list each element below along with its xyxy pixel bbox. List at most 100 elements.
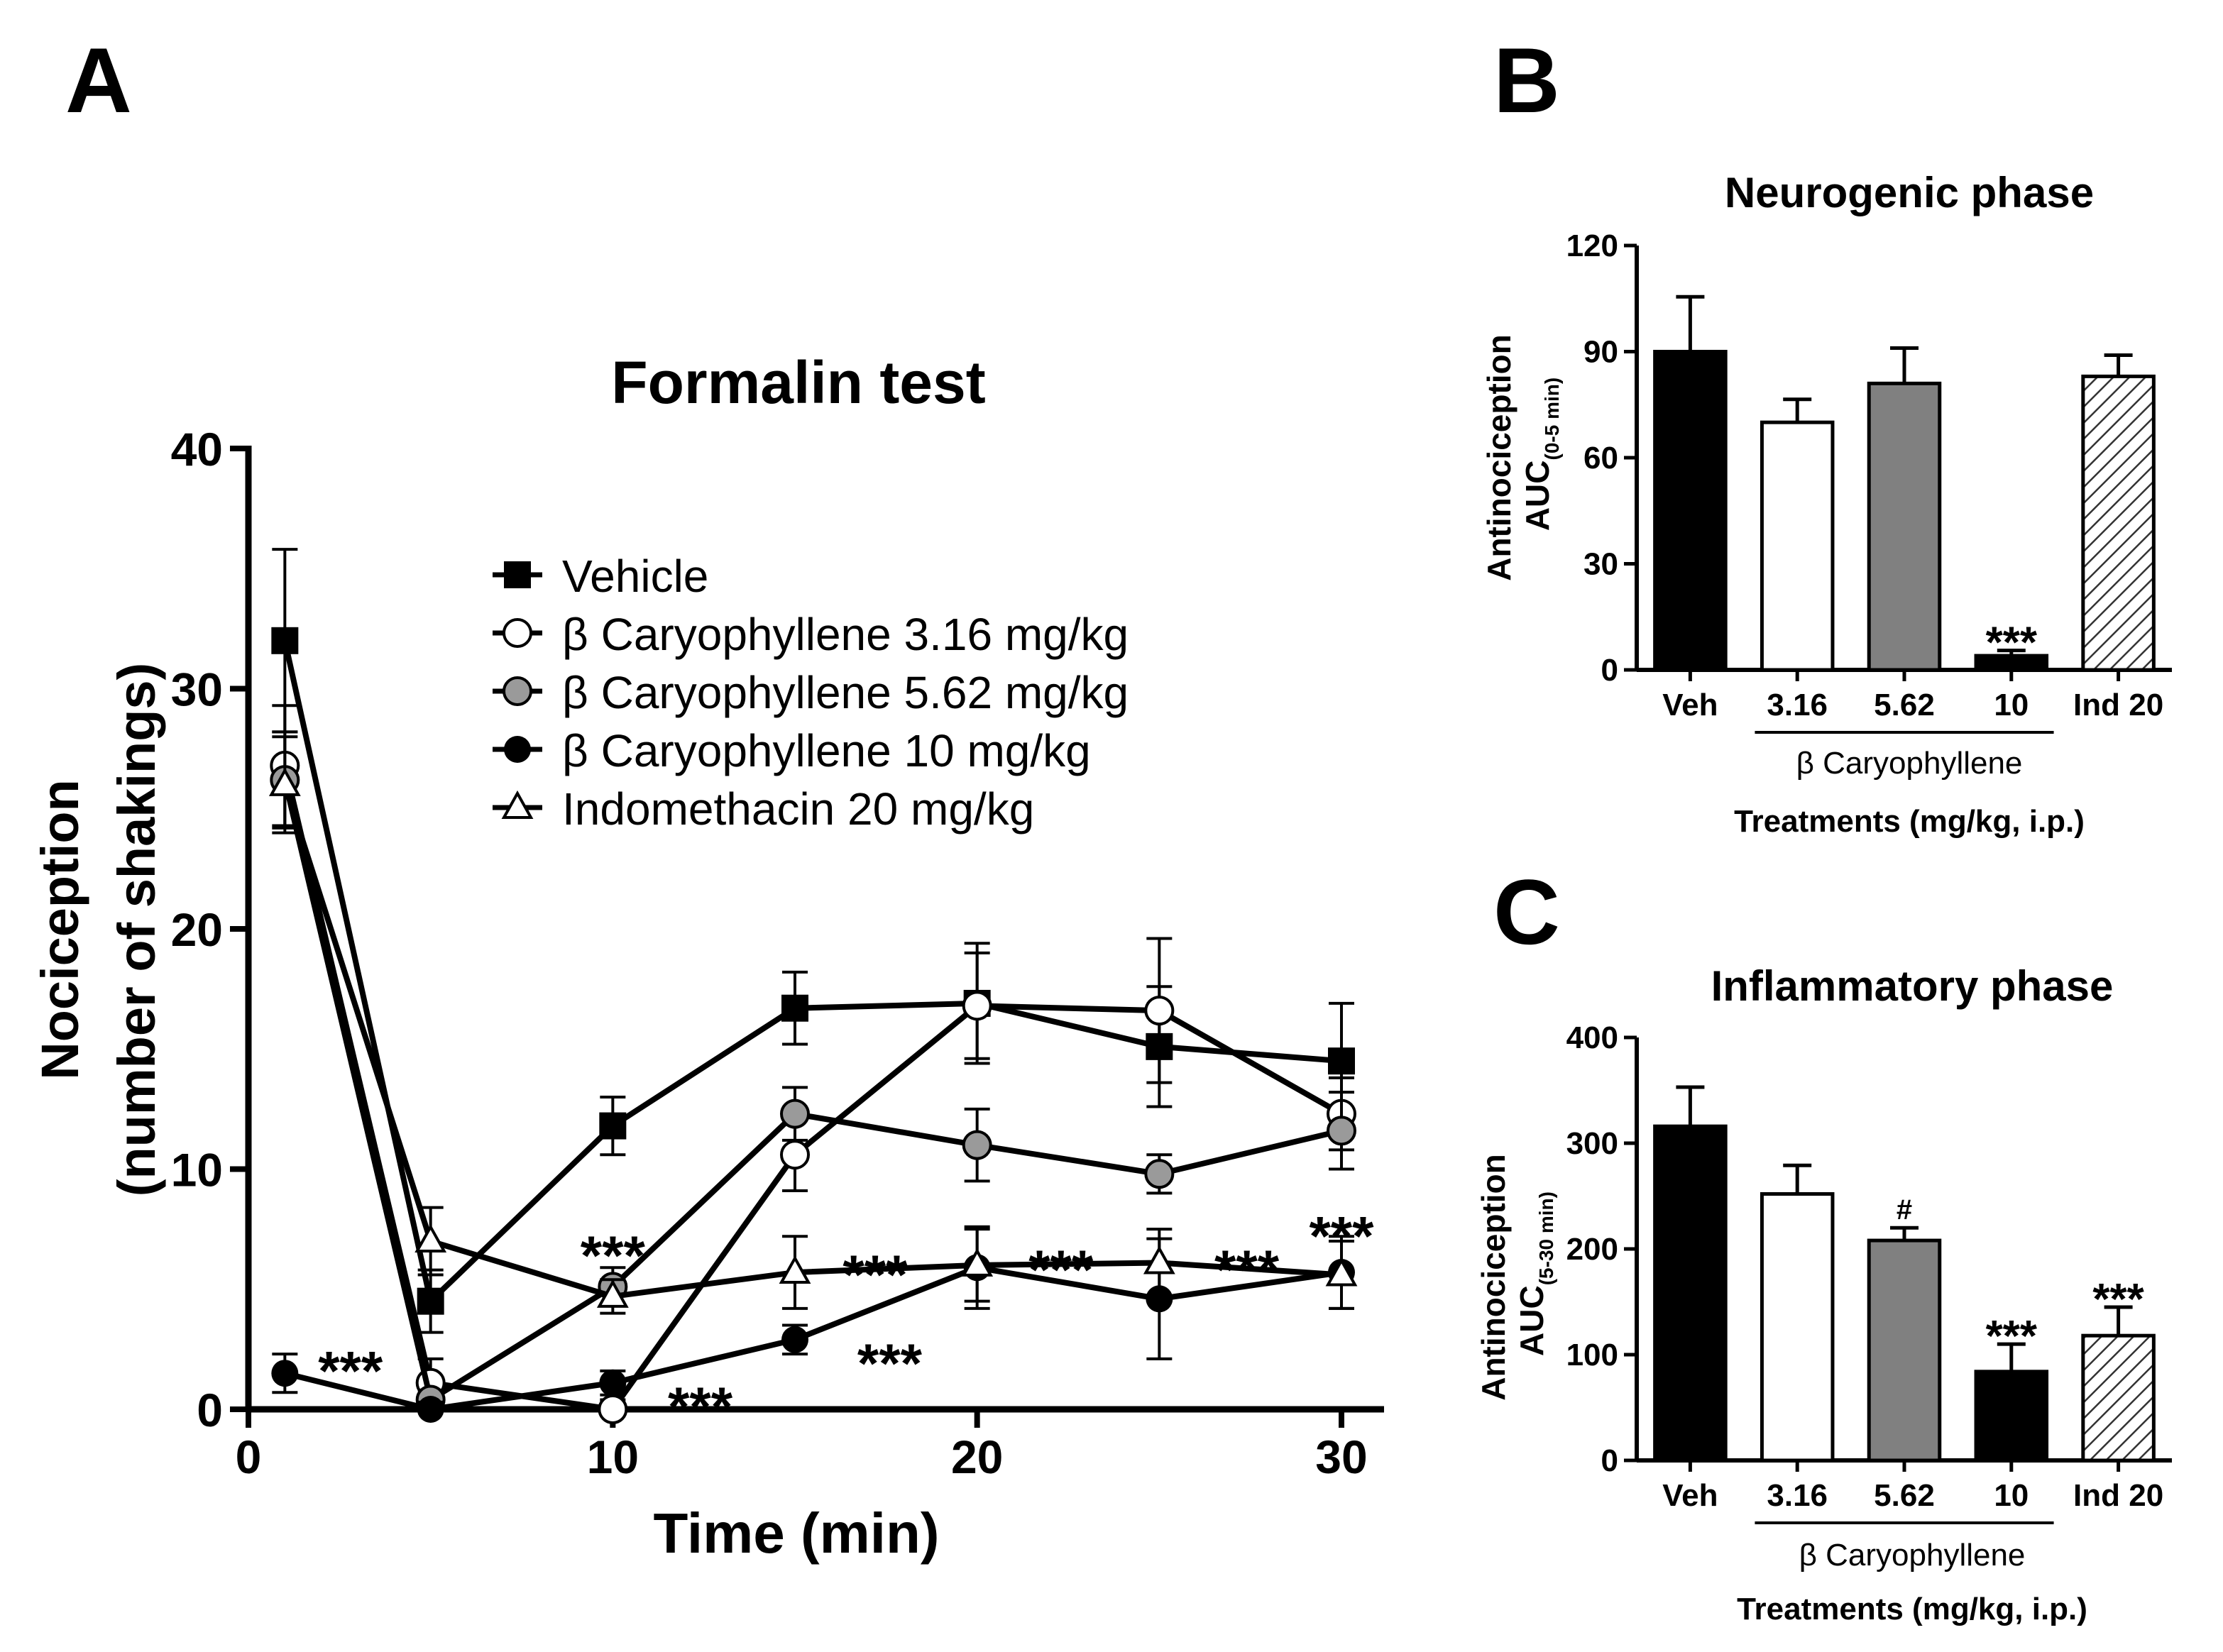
chart-a-legend-label: Indomethacin 20 mg/kg xyxy=(562,783,1034,835)
chart-c-group-label: β Caryophyllene xyxy=(1799,1538,2026,1573)
chart-a-significance: *** xyxy=(857,1332,923,1394)
chart-a-legend-marker xyxy=(501,790,534,819)
chart-b-x-tick-label: 10 xyxy=(1994,688,2029,722)
chart-c-bar xyxy=(1867,1238,1942,1463)
chart-a-point xyxy=(781,994,808,1022)
chart-a-y-tick-label: 40 xyxy=(171,423,223,475)
chart-b-bar xyxy=(1867,381,1942,672)
chart-a-x-tick-label: 10 xyxy=(587,1431,639,1483)
chart-a-legend-marker xyxy=(503,618,532,648)
chart-c-y-tick-label: 100 xyxy=(1566,1338,1618,1372)
chart-c-y-tick-label: 300 xyxy=(1566,1126,1618,1161)
chart-a-point xyxy=(598,1394,628,1424)
chart-c-significance: # xyxy=(1897,1194,1912,1226)
chart-a-y-tick-label: 0 xyxy=(197,1384,223,1436)
chart-a-title: Formalin test xyxy=(611,349,985,416)
chart-a-point xyxy=(415,1223,447,1253)
panel-label-b: B xyxy=(1493,28,1560,132)
chart-a-point xyxy=(1144,996,1175,1026)
chart-c-bar xyxy=(1974,1370,2049,1463)
chart-a-point xyxy=(961,1248,994,1277)
chart-a-point xyxy=(417,1396,444,1423)
chart-a-point xyxy=(780,1140,810,1170)
chart-a-legend-label: β Caryophyllene 5.62 mg/kg xyxy=(562,667,1129,718)
bar-chart-inflammatory: Inflammatory phase Antinociception AUC(5… xyxy=(1475,962,2172,1626)
chart-b-y-tick-label: 60 xyxy=(1583,441,1618,475)
chart-b-x-tick-label: Veh xyxy=(1662,688,1718,722)
chart-a-point xyxy=(268,767,301,796)
chart-a-significance: *** xyxy=(581,1224,646,1287)
chart-a-legend: Vehicle β Caryophyllene 3.16 mg/kg β Caryo… xyxy=(493,551,1129,835)
chart-a-legend-label: β Caryophyllene 3.16 mg/kg xyxy=(562,609,1129,660)
chart-a-point xyxy=(1325,1257,1358,1287)
chart-b-group-label: β Caryophyllene xyxy=(1796,746,2023,781)
chart-a-ylabel-1: Nociception xyxy=(31,779,89,1079)
chart-a-x-tick-label: 0 xyxy=(236,1431,262,1483)
chart-b-x-tick-label: Ind 20 xyxy=(2073,688,2163,722)
chart-c-significance: *** xyxy=(2092,1275,2144,1324)
panel-label-a: A xyxy=(65,28,132,132)
chart-b-x-tick-label: 3.16 xyxy=(1767,688,1828,722)
chart-c-x-tick-label: 3.16 xyxy=(1767,1478,1828,1513)
chart-a-point xyxy=(1146,1285,1173,1313)
chart-a-point xyxy=(780,1098,810,1129)
panel-label-c: C xyxy=(1493,860,1560,964)
chart-a-point xyxy=(599,1369,627,1397)
chart-b-x-tick-label: 5.62 xyxy=(1874,688,1935,722)
chart-c-y-tick-label: 200 xyxy=(1566,1232,1618,1267)
chart-a-point xyxy=(1144,1159,1175,1189)
chart-a-significance: *** xyxy=(318,1339,383,1402)
chart-b-ylabel: Antinociception xyxy=(1481,334,1517,581)
chart-b-xlabel: Treatments (mg/kg, i.p.) xyxy=(1734,804,2085,839)
chart-a-series-line xyxy=(282,783,1342,1299)
chart-a-significance: *** xyxy=(1309,1205,1374,1267)
chart-b-ylabel-2: AUC(0-5 min) xyxy=(1519,378,1563,531)
chart-b-title: Neurogenic phase xyxy=(1725,169,2094,216)
chart-b-bar xyxy=(1653,350,1728,672)
chart-a-legend-label: β Caryophyllene 10 mg/kg xyxy=(562,725,1091,776)
chart-a-legend-marker xyxy=(504,736,531,763)
chart-c-bar xyxy=(1760,1192,1835,1463)
chart-c-ylabel-2: AUC(5-30 min) xyxy=(1513,1191,1557,1356)
chart-c-x-tick-label: Ind 20 xyxy=(2073,1478,2163,1513)
chart-a-legend-label: Vehicle xyxy=(562,551,708,602)
chart-a-x-tick-label: 20 xyxy=(951,1431,1003,1483)
chart-c-x-tick-label: Veh xyxy=(1662,1478,1718,1513)
chart-a-point xyxy=(596,1279,629,1308)
chart-c-title: Inflammatory phase xyxy=(1711,962,2114,1010)
chart-a-point xyxy=(962,991,992,1021)
chart-c-xlabel: Treatments (mg/kg, i.p.) xyxy=(1737,1592,2087,1626)
chart-b-y-tick-label: 120 xyxy=(1566,228,1618,263)
chart-a-significance: *** xyxy=(668,1375,733,1438)
bar-chart-neurogenic: Neurogenic phase Antinociception AUC(0-5… xyxy=(1481,169,2172,839)
chart-b-significance: *** xyxy=(1986,619,2038,668)
chart-b-y-tick-label: 0 xyxy=(1601,653,1618,688)
chart-a-point xyxy=(599,1112,627,1140)
chart-c-x-tick-label: 10 xyxy=(1994,1478,2029,1513)
chart-c-ylabel: Antinociception xyxy=(1475,1154,1512,1401)
chart-a-significance: *** xyxy=(1214,1238,1280,1301)
chart-a-legend-marker xyxy=(504,561,531,588)
chart-a-point xyxy=(1328,1047,1355,1075)
chart-a-y-tick-label: 20 xyxy=(171,903,223,956)
chart-a-point xyxy=(271,1360,299,1387)
chart-c-significance: *** xyxy=(1986,1312,2038,1361)
chart-c-bar xyxy=(2081,1333,2156,1463)
chart-c-x-tick-label: 5.62 xyxy=(1874,1478,1935,1513)
chart-c-y-tick-label: 0 xyxy=(1601,1443,1618,1478)
chart-b-bar xyxy=(1760,420,1835,672)
chart-a-point xyxy=(1327,1116,1356,1146)
chart-c-bar xyxy=(1653,1124,1728,1463)
chart-a-legend-marker xyxy=(503,676,532,706)
chart-b-y-tick-label: 90 xyxy=(1583,335,1618,370)
chart-a-significance: *** xyxy=(842,1243,908,1306)
chart-a-point xyxy=(417,1287,444,1315)
chart-a-point xyxy=(271,627,299,654)
chart-a-point xyxy=(781,1326,808,1353)
chart-a-y-tick-label: 30 xyxy=(171,663,223,716)
chart-a-point xyxy=(962,1130,992,1160)
chart-c-y-tick-label: 400 xyxy=(1566,1020,1618,1055)
chart-a-xlabel: Time (min) xyxy=(653,1502,939,1565)
chart-a-y-tick-label: 10 xyxy=(171,1144,223,1196)
